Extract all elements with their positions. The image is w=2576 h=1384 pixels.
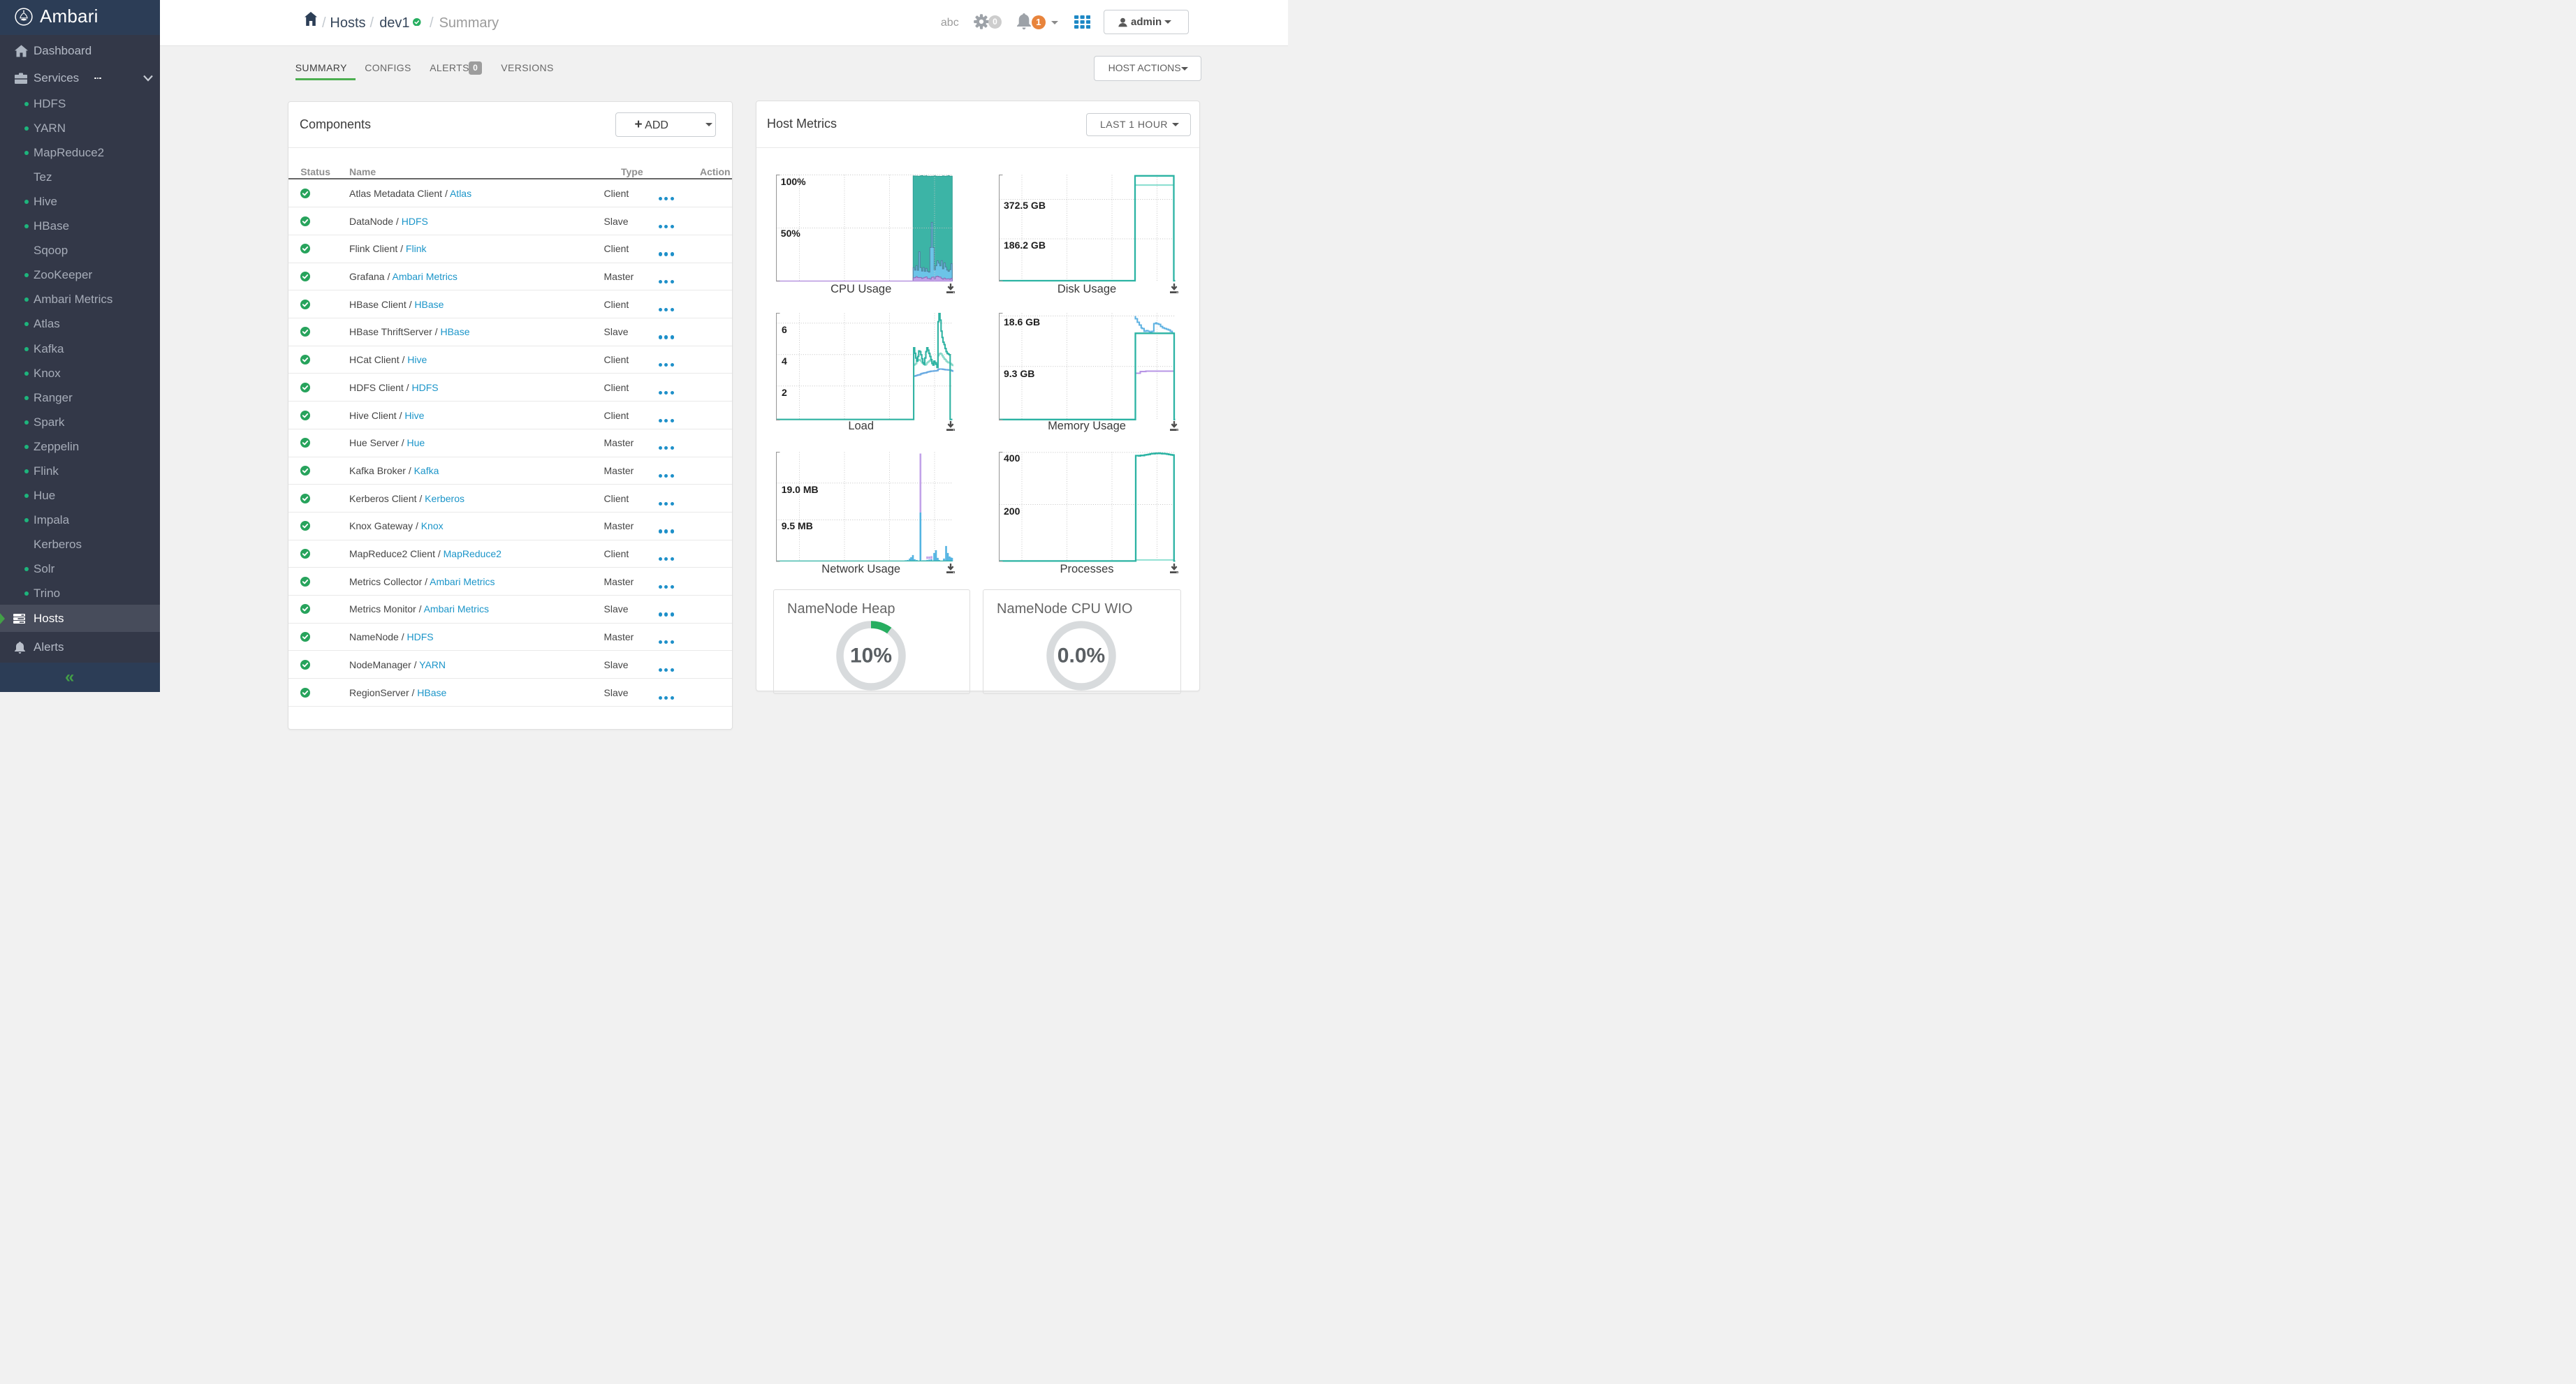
svg-text:10%: 10% bbox=[849, 644, 891, 667]
svg-text:0.0%: 0.0% bbox=[1057, 644, 1104, 667]
